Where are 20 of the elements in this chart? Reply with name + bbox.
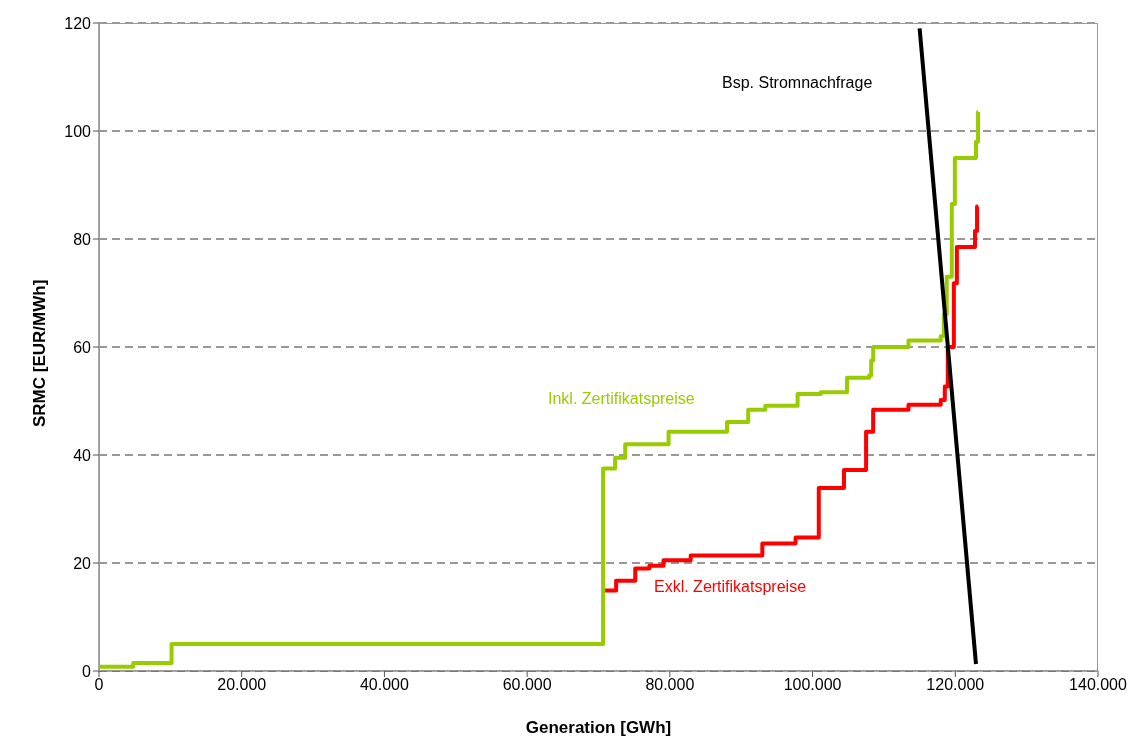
y-tick-label: 60 bbox=[73, 338, 92, 356]
x-tick-label: 40.000 bbox=[359, 676, 409, 694]
x-axis-title: Generation [GWh] bbox=[525, 718, 672, 737]
y-tick-label: 20 bbox=[73, 554, 92, 572]
x-tick-label: 60.000 bbox=[502, 676, 552, 694]
y-tick-label: 0 bbox=[82, 662, 92, 680]
series-label: Exkl. Zertifikatspreise bbox=[654, 578, 807, 596]
x-tick-label: 120.000 bbox=[926, 676, 985, 694]
y-tick-label: 40 bbox=[73, 446, 92, 464]
y-axis-title: SRMC [EUR/MWh] bbox=[30, 279, 50, 427]
y-tick-label: 80 bbox=[73, 230, 92, 248]
text: Bsp. Stromnachfrage bbox=[722, 74, 873, 92]
y-tick-label: 100 bbox=[64, 122, 92, 140]
series-label: Inkl. Zertifikatspreise bbox=[548, 390, 695, 408]
x-tick-label: 0 bbox=[94, 676, 104, 694]
x-tick-label: 100.000 bbox=[783, 676, 842, 694]
x-tick-label: 140.000 bbox=[1069, 676, 1128, 694]
x-tick-label: 80.000 bbox=[645, 676, 695, 694]
y-tick-label: 120 bbox=[64, 14, 92, 32]
x-tick-label: 20.000 bbox=[217, 676, 267, 694]
